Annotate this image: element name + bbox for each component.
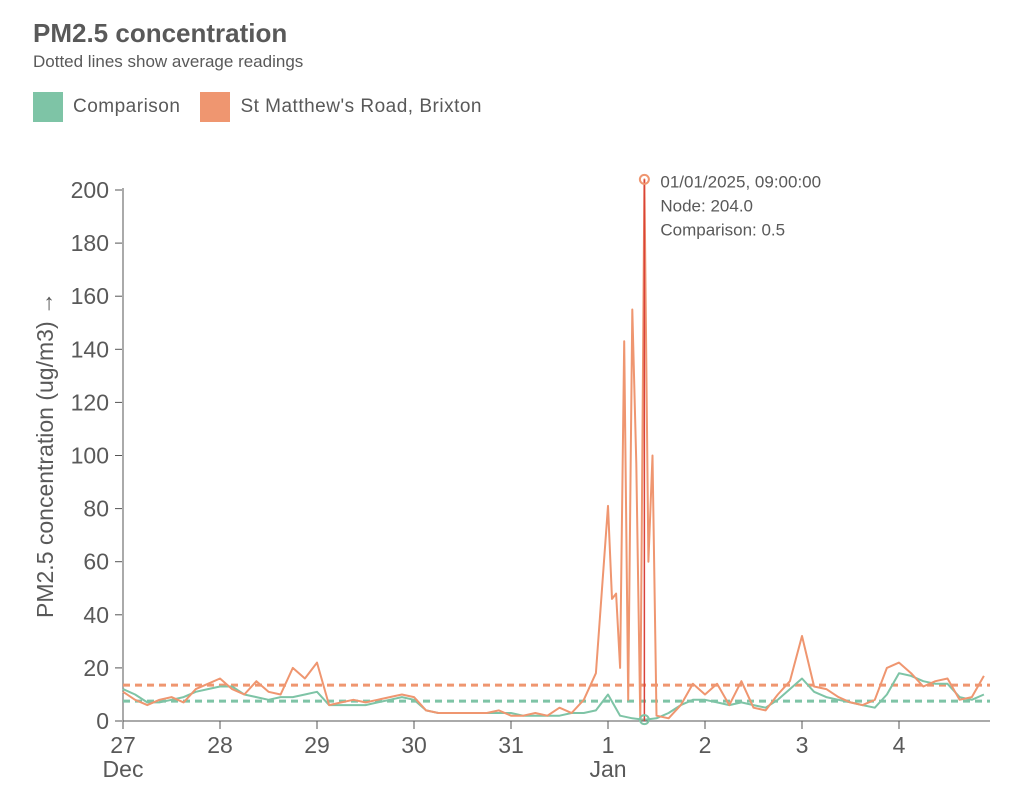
legend: Comparison St Matthew's Road, Brixton bbox=[33, 92, 502, 122]
series-line-node bbox=[122, 178, 985, 722]
x-tick-label: 28 bbox=[207, 732, 233, 758]
legend-label-node: St Matthew's Road, Brixton bbox=[240, 96, 482, 117]
y-tick-label: 140 bbox=[71, 336, 109, 362]
y-tick-label: 60 bbox=[83, 549, 109, 575]
chart-title: PM2.5 concentration bbox=[33, 18, 288, 48]
average-lines bbox=[123, 683, 990, 703]
x-tick-sublabel: Dec bbox=[103, 756, 144, 782]
y-tick-label: 120 bbox=[71, 389, 109, 415]
y-tick-label: 0 bbox=[96, 708, 109, 734]
y-tick-label: 80 bbox=[83, 496, 109, 522]
y-tick-label: 20 bbox=[83, 655, 109, 681]
hover-cursor: 01/01/2025, 09:00:00 Node: 204.0 Compariso… bbox=[638, 172, 821, 726]
cursor-marker-comparison bbox=[638, 714, 650, 726]
x-tick-label: 30 bbox=[401, 732, 427, 758]
legend-swatch-node bbox=[200, 92, 231, 122]
legend-item-node[interactable]: St Matthew's Road, Brixton bbox=[200, 92, 482, 122]
x-tick-label: 1 bbox=[602, 732, 615, 758]
legend-swatch-comparison bbox=[33, 92, 63, 122]
legend-label-comparison: Comparison bbox=[73, 96, 181, 117]
x-tick-label: 31 bbox=[498, 732, 524, 758]
tooltip-line: Comparison: 0.5 bbox=[660, 220, 785, 239]
x-tick-label: 3 bbox=[796, 732, 809, 758]
x-tick-label: 4 bbox=[893, 732, 906, 758]
series-line-comparison bbox=[122, 672, 985, 721]
y-tick-label: 180 bbox=[71, 230, 109, 256]
legend-item-comparison[interactable]: Comparison bbox=[33, 92, 180, 122]
y-tick-label: 100 bbox=[71, 443, 109, 469]
x-tick-sublabel: Jan bbox=[589, 756, 626, 782]
chart-subtitle: Dotted lines show average readings bbox=[33, 52, 304, 71]
tooltip-line: Node: 204.0 bbox=[660, 196, 753, 215]
cursor-marker-node bbox=[638, 173, 650, 185]
y-tick-label: 200 bbox=[71, 177, 109, 203]
series-lines bbox=[122, 178, 985, 722]
tooltip-line: 01/01/2025, 09:00:00 bbox=[660, 172, 821, 191]
y-tick-label: 40 bbox=[83, 602, 109, 628]
y-tick-label: 160 bbox=[71, 283, 109, 309]
x-tick-label: 27 bbox=[110, 732, 136, 758]
y-axis-label: PM2.5 concentration (ug/m3) → bbox=[32, 292, 58, 618]
y-axis: 0 20 40 60 80 100 120 140 160 180 200 bbox=[71, 177, 124, 734]
x-tick-label: 2 bbox=[699, 732, 712, 758]
x-tick-label: 29 bbox=[304, 732, 330, 758]
